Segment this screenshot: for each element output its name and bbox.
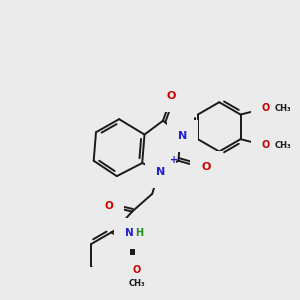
Text: O: O xyxy=(261,103,269,113)
Text: CH₃: CH₃ xyxy=(274,104,291,113)
Text: O: O xyxy=(201,162,211,172)
Text: O: O xyxy=(133,265,141,275)
Text: O: O xyxy=(261,140,269,150)
Text: N: N xyxy=(125,228,134,238)
Text: CH₃: CH₃ xyxy=(128,279,145,288)
Text: N: N xyxy=(178,131,187,141)
Text: O: O xyxy=(105,201,113,211)
Text: N: N xyxy=(156,167,165,177)
Text: CH₃: CH₃ xyxy=(274,141,291,150)
Text: O: O xyxy=(166,91,175,101)
Text: H: H xyxy=(135,228,143,238)
Text: +: + xyxy=(170,155,178,165)
